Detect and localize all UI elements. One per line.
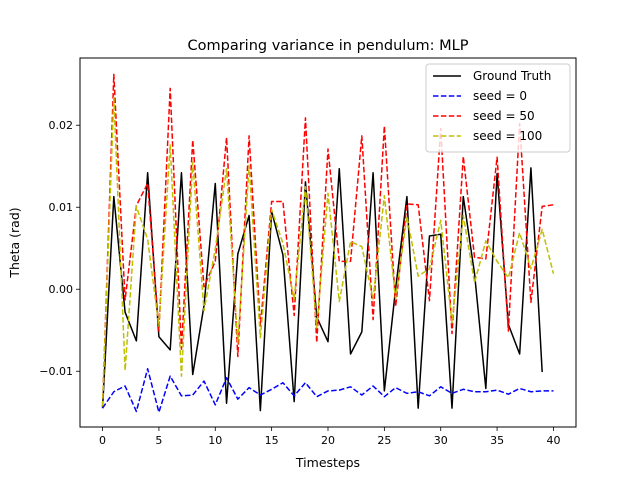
legend-label-2: seed = 50 (473, 109, 535, 123)
x-tick-label: 20 (321, 434, 335, 447)
x-axis-label: Timesteps (295, 455, 360, 470)
legend-frame (425, 63, 571, 153)
y-tick-label: 0.01 (49, 201, 74, 214)
series-line-0 (101, 167, 543, 412)
x-tick-label: 15 (265, 434, 279, 447)
legend-label-3: seed = 100 (473, 129, 542, 143)
y-axis-ticks: −0.01 0.00 0.01 0.02 (39, 119, 80, 378)
legend-label-1: seed = 0 (473, 89, 527, 103)
legend-label-0: Ground Truth (473, 69, 551, 83)
x-tick-label: 40 (546, 434, 560, 447)
series-line-2 (101, 73, 554, 407)
y-tick-label: 0.02 (49, 119, 74, 132)
x-axis-ticks: 0 5 10 15 20 25 30 35 40 (99, 427, 560, 447)
x-tick-label: 35 (490, 434, 504, 447)
legend: Ground Truth seed = 0 seed = 50 seed = 100 (425, 63, 571, 153)
y-tick-label: 0.00 (49, 283, 74, 296)
series-line-3 (101, 96, 555, 407)
series-layer (101, 73, 555, 413)
x-tick-label: 10 (208, 434, 222, 447)
legend-items: Ground Truth seed = 0 seed = 50 seed = 100 (433, 69, 551, 143)
plot-area (79, 57, 577, 428)
chart-title: Comparing variance in pendulum: MLP (188, 38, 469, 54)
series-line-1 (101, 368, 554, 413)
x-tick-label: 0 (99, 434, 106, 447)
x-tick-label: 5 (155, 434, 162, 447)
y-tick-label: −0.01 (39, 365, 73, 378)
x-tick-label: 25 (377, 434, 391, 447)
y-axis-label: Theta (rad) (7, 207, 22, 278)
x-tick-label: 30 (434, 434, 448, 447)
